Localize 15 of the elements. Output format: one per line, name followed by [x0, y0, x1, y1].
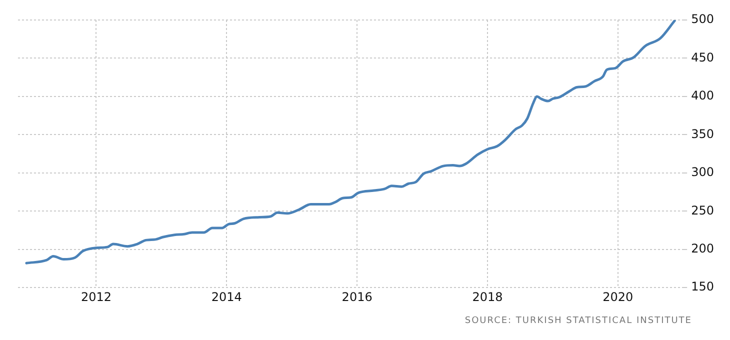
y-tick-label: 400: [691, 88, 714, 103]
y-tick-label: 300: [691, 165, 714, 180]
y-tick-label: 150: [691, 280, 714, 294]
y-tick-label: 500: [691, 12, 714, 26]
y-tick-label: 250: [691, 203, 714, 218]
y-tick-label: 450: [691, 50, 714, 64]
x-tick-label: 2012: [80, 290, 112, 304]
y-tick-label: 350: [691, 126, 714, 141]
y-tick-label: 200: [691, 241, 714, 256]
x-tick-label: 2014: [211, 290, 242, 304]
source-note: SOURCE: TURKISH STATISTICAL INSTITUTE: [464, 316, 693, 326]
x-tick-label: 2018: [472, 290, 503, 304]
x-tick-label: 2020: [602, 290, 634, 304]
line-series: [25, 20, 676, 264]
x-tick-label: 2016: [342, 290, 372, 304]
